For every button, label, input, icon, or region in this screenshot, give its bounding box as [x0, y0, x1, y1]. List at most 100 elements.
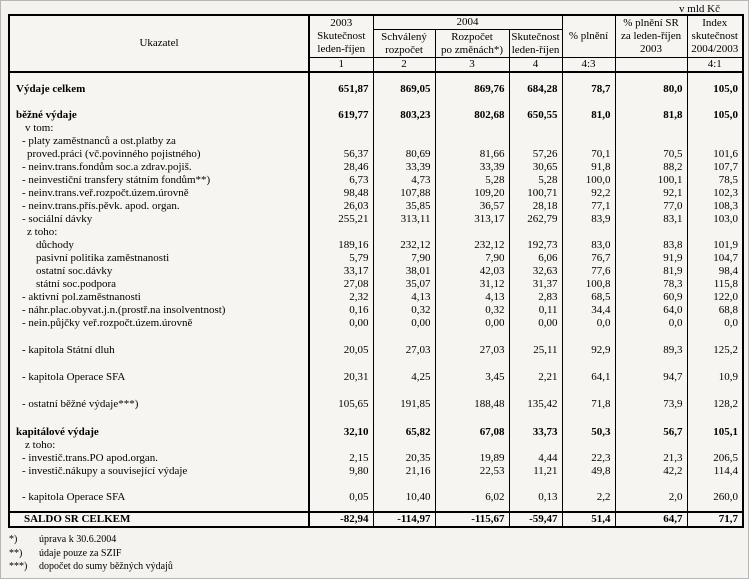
footnote-marker: *): [9, 534, 18, 545]
cell-value: [308, 357, 373, 371]
cell-value: 19,89: [434, 452, 509, 465]
column-number-3: 3: [434, 57, 509, 73]
cell-value: [614, 384, 688, 398]
table-row: - náhr.plac.obyvat.j.n.(prostř.na insolv…: [9, 304, 744, 317]
cell-value: 0,05: [308, 491, 373, 504]
cell-value: 5,28: [508, 174, 563, 187]
cell-value: 80,0: [614, 82, 688, 96]
cell-value: 255,21: [308, 213, 373, 226]
cell-value: 78,3: [614, 278, 688, 291]
cell-value: 57,26: [508, 148, 563, 161]
cell-value: [686, 226, 744, 239]
cell-value: [434, 330, 509, 344]
header-schvaleny-line1: Schválený: [381, 30, 427, 43]
cell-value: 105,65: [308, 398, 373, 411]
cell-label: Výdaje celkem: [16, 83, 86, 95]
cell-value: [434, 478, 509, 491]
cell-value: 10,9: [686, 371, 744, 384]
table-row: - nein.půjčky veř.rozpočt.územ.úrovně 0,0…: [9, 317, 744, 330]
column-header-percent-plneni: % plnění: [561, 15, 616, 58]
column-header-schvaleny-rozpocet: Schválený rozpočet: [372, 29, 435, 58]
cell-value: 107,88: [372, 187, 435, 200]
cell-label: z toho:: [27, 226, 58, 238]
cell-value: 68,5: [561, 291, 616, 304]
cell-value: 109,20: [434, 187, 509, 200]
cell-value: 34,4: [561, 304, 616, 317]
cell-label: [9, 384, 309, 398]
header-plneni-sr-line2: za leden-říjen: [620, 30, 682, 42]
cell-value: 77,1: [561, 200, 616, 213]
cell-value: 651,87: [308, 82, 373, 96]
cell-value: 7,90: [372, 252, 435, 265]
cell-value: 869,05: [372, 82, 435, 96]
cell-value: [434, 504, 509, 512]
cell-value: 188,48: [434, 398, 509, 411]
cell-value: [561, 478, 616, 491]
footnote: **) údaje pouze za SZIF: [9, 547, 748, 561]
cell-value: 4,73: [372, 174, 435, 187]
cell-value: [308, 504, 373, 512]
cell-value: 107,7: [686, 161, 744, 174]
cell-value: [686, 72, 744, 82]
cell-value: 802,68: [434, 108, 509, 122]
table-row: - investič.trans.PO apod.organ. 2,15 20,35…: [9, 452, 744, 465]
spacer-row: [9, 330, 744, 344]
table-row: z toho:: [9, 226, 744, 239]
table-row: - neinv.trans.fondům soc.a zdrav.pojiš. 2…: [9, 161, 744, 174]
cell-value: [372, 96, 435, 108]
cell-label: státní soc.podpora: [36, 278, 117, 290]
table-row: z toho:: [9, 439, 744, 452]
cell-label: - neinvestiční transfery státním fondům*…: [22, 174, 211, 186]
cell-value: [372, 478, 435, 491]
cell-value: [561, 357, 616, 371]
spacer-row: [9, 72, 744, 82]
table-body: Výdaje celkem 651,87 869,05 869,76 684,28 78,…: [9, 72, 744, 512]
cell-value: 101,6: [686, 148, 744, 161]
column-number-1: 1: [308, 57, 373, 73]
cell-value: [614, 504, 688, 512]
cell-value: [434, 122, 509, 135]
cell-value: 70,1: [561, 148, 616, 161]
table-row: - kapitola Operace SFA 0,05 10,40 6,02 0,13 2…: [9, 491, 744, 504]
column-number-row: 1 2 3 4 4:3 4:1: [9, 57, 744, 73]
cell-value: [614, 96, 688, 108]
cell-value: 81,8: [614, 108, 688, 122]
cell-value: 0,32: [372, 304, 435, 317]
cell-label: [9, 72, 309, 82]
cell-value: 36,57: [434, 200, 509, 213]
cell-value: 108,3: [686, 200, 744, 213]
cell-value: 192,73: [508, 239, 563, 252]
cell-value: [686, 96, 744, 108]
cell-value: 56,37: [308, 148, 373, 161]
cell-label: - investič.trans.PO apod.organ.: [22, 452, 159, 464]
cell-value: 262,79: [508, 213, 563, 226]
cell-value: [434, 439, 509, 452]
cell-value: 9,80: [308, 465, 373, 478]
cell-value: 2,2: [561, 491, 616, 504]
table-row: - neinv.trans.přís.pěvk. apod. organ. 26,…: [9, 200, 744, 213]
cell-value: 191,85: [372, 398, 435, 411]
cell-value: 89,3: [614, 344, 688, 357]
table-row: pasivní politika zaměstnanosti 5,79 7,90 7,…: [9, 252, 744, 265]
spacer-row: [9, 384, 744, 398]
cell-value: [508, 411, 563, 425]
column-header-index: Index skutečnost 2004/2003: [686, 15, 744, 58]
cell-value: 803,23: [372, 108, 435, 122]
cell-value: [508, 122, 563, 135]
cell-value: 10,40: [372, 491, 435, 504]
table-row: ostatní soc.dávky 33,17 38,01 42,03 32,63 77,…: [9, 265, 744, 278]
cell-value: [434, 226, 509, 239]
cell-value: 91,9: [614, 252, 688, 265]
cell-value: [561, 384, 616, 398]
cell-value: 6,06: [508, 252, 563, 265]
cell-value: 105,0: [686, 108, 744, 122]
cell-value: [561, 72, 616, 82]
footnote-marker: ***): [9, 561, 28, 572]
cell-value: 22,53: [434, 465, 509, 478]
cell-value: 4,13: [434, 291, 509, 304]
header-index-line3: 2004/2003: [691, 43, 739, 55]
cell-value: 5,28: [434, 174, 509, 187]
header-rozpocet-line1: Rozpočet: [451, 30, 493, 43]
table-row: - sociální dávky 255,21 313,11 313,17 262,79…: [9, 213, 744, 226]
cell-value: [508, 330, 563, 344]
